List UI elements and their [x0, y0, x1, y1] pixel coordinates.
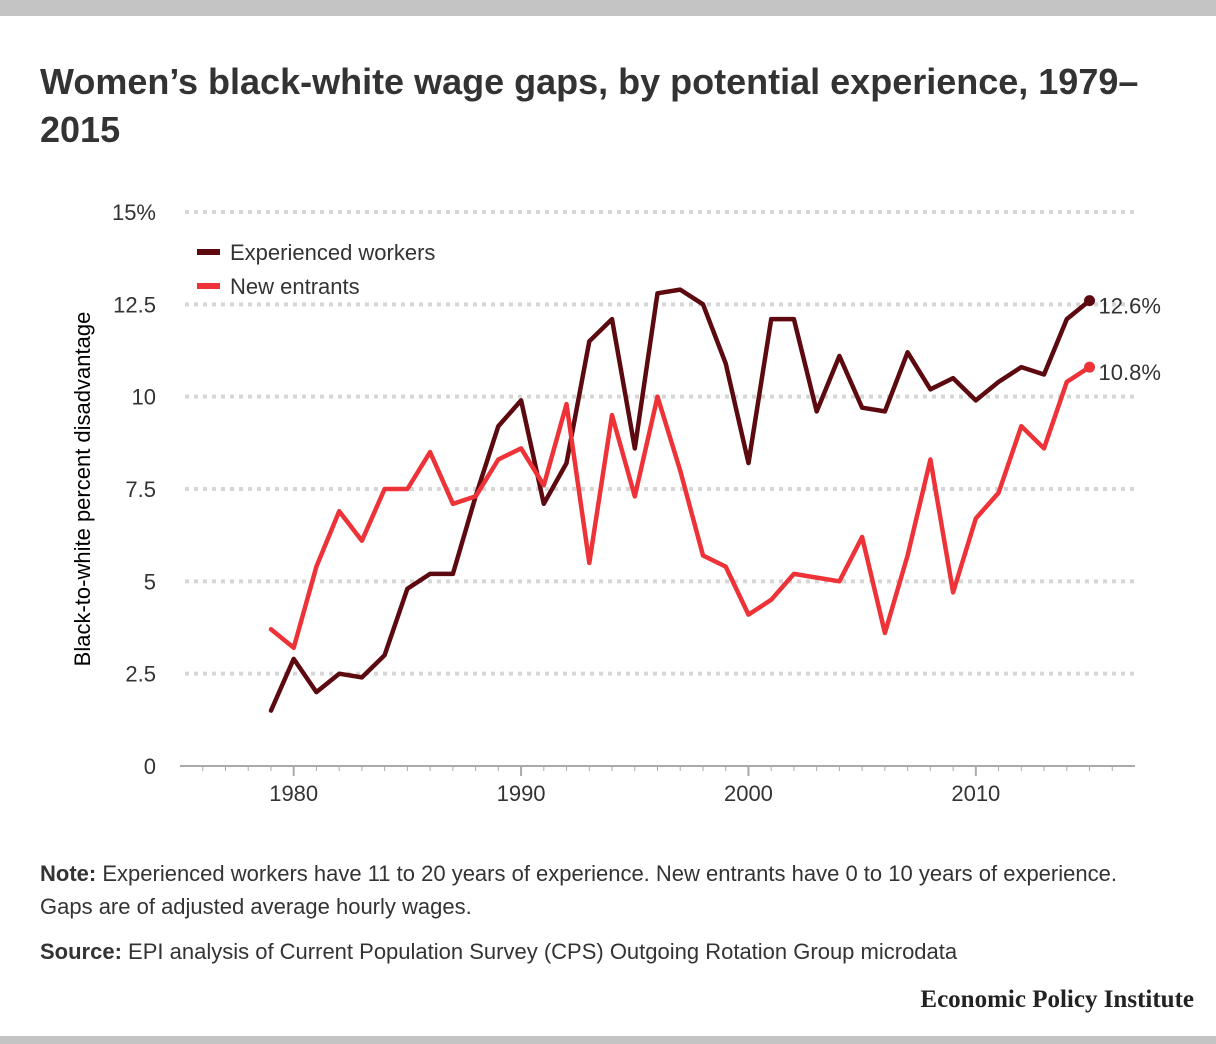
y-axis-title: Black-to-white percent disadvantage [70, 312, 95, 667]
x-tick-label: 2000 [724, 781, 773, 806]
x-tick-label: 1990 [497, 781, 546, 806]
line-chart: 0 2.5 5 7.5 10 12.5 15% 1980 1990 2000 2010 Black-t… [70, 200, 1161, 806]
series-line-new-entrants [268, 364, 1092, 651]
series-end-label: 10.8% [1099, 360, 1161, 385]
legend-swatch [197, 249, 220, 255]
note-label: Note: [40, 861, 97, 886]
x-tick-label: 1980 [269, 781, 318, 806]
source-label: Source: [40, 939, 122, 964]
y-tick-label: 0 [144, 754, 156, 779]
series-end-point [1084, 361, 1096, 373]
y-tick-label: 2.5 [125, 662, 156, 687]
y-tick-label: 10 [132, 385, 156, 410]
note-text: Experienced workers have 11 to 20 years … [40, 861, 1117, 919]
source-text: EPI analysis of Current Population Surve… [128, 939, 958, 964]
x-tick-label: 2010 [951, 781, 1000, 806]
top-border [0, 0, 1216, 16]
note: Note: Experienced workers have 11 to 20 … [40, 857, 1160, 923]
chart-title: Women’s black-white wage gaps, by potent… [40, 61, 1139, 150]
series-end-label: 12.6% [1099, 294, 1161, 319]
legend-label: New entrants [230, 274, 360, 299]
series: 12.6% 10.8% [268, 287, 1161, 713]
y-tick-label: 5 [144, 569, 156, 594]
y-tick-label: 7.5 [125, 477, 156, 502]
y-tick-label: 12.5 [113, 292, 156, 317]
y-tick-label: 15% [112, 200, 156, 225]
bottom-border [0, 1036, 1216, 1044]
legend-swatch [197, 283, 220, 289]
series-line-experienced-workers [268, 287, 1092, 713]
source: Source: EPI analysis of Current Populati… [40, 935, 1160, 968]
legend-label: Experienced workers [230, 240, 435, 265]
axes: 0 2.5 5 7.5 10 12.5 15% 1980 1990 2000 2010 Black-t… [70, 200, 1135, 806]
brand-logo-text: Economic Policy Institute [920, 986, 1194, 1013]
series-end-point [1084, 295, 1096, 307]
legend: Experienced workers New entrants [197, 240, 435, 299]
